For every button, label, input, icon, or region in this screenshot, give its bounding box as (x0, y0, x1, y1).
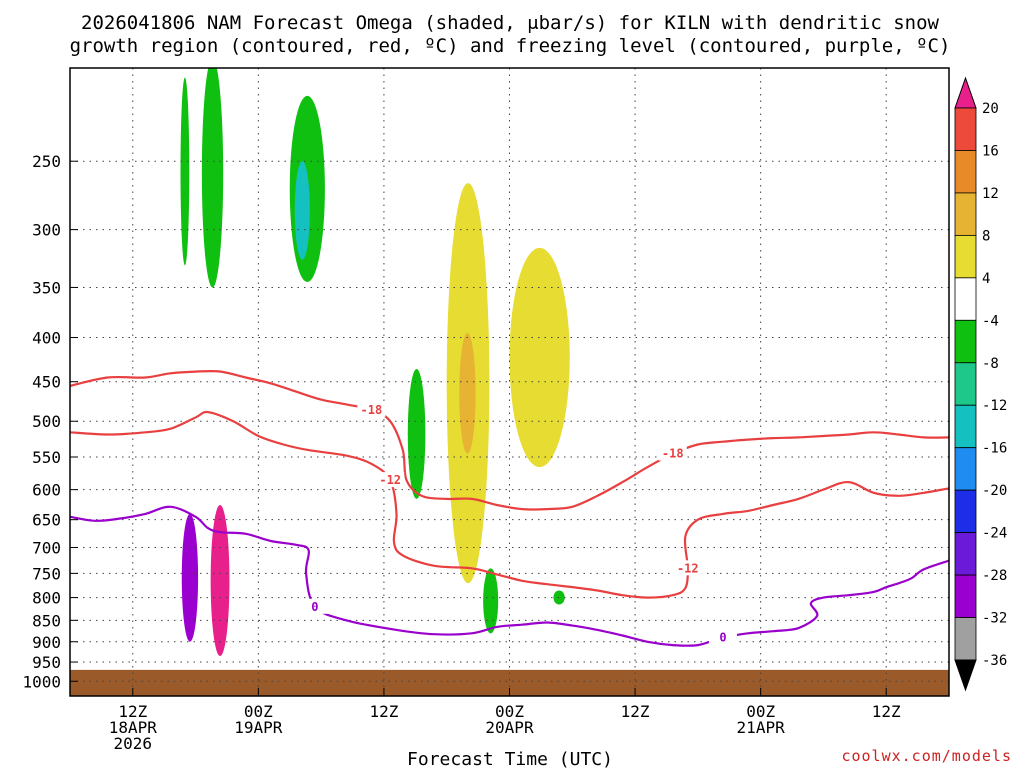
omega-region-6 (459, 332, 476, 454)
colorbar-label-14: -36 (982, 653, 1007, 669)
contour-label-2-2: -12 (677, 561, 699, 575)
x-tick-label-1-3: 2026 (114, 734, 153, 753)
y-tick-label-250: 250 (32, 152, 61, 171)
y-tick-label-900: 900 (32, 633, 61, 652)
colorbar-top-arrow (954, 76, 977, 109)
colorbar-label-4: 8 (982, 228, 990, 244)
contour-label-1-1: -18 (361, 403, 383, 417)
colorbar-label-3: 12 (982, 186, 999, 202)
omega-region-12 (553, 590, 565, 605)
y-tick-label-750: 750 (32, 564, 61, 583)
omega-region-1 (180, 77, 190, 266)
contour-label-3-1: 0 (311, 600, 318, 614)
contour-label-3-2: 0 (719, 631, 726, 645)
colorbar-label-11: -24 (982, 526, 1007, 542)
y-tick-label-650: 650 (32, 511, 61, 530)
chart-title-line-1: 2026041806 NAM Forecast Omega (shaded, μ… (81, 12, 939, 34)
x-tick-label-7-1: 12Z (872, 702, 901, 721)
colorbar-label-12: -28 (982, 568, 1007, 584)
colorbar-label-2: 16 (982, 143, 999, 159)
omega-shading (180, 68, 570, 657)
contour-label-bg-1-2 (658, 445, 687, 461)
x-axis-title: Forecast Time (UTC) (407, 749, 613, 768)
y-tick-label-950: 950 (32, 653, 61, 672)
colorbar-label-6: -4 (982, 313, 999, 329)
colorbar-swatch-2 (954, 150, 977, 194)
omega-region-7 (509, 247, 570, 468)
omega-region-9 (181, 513, 199, 642)
contour-0-line (70, 505, 949, 647)
colorbar-swatch-3 (954, 192, 977, 236)
x-tick-label-6-2: 21APR (737, 718, 786, 737)
contour-label-bg-3-1 (300, 598, 329, 614)
colorbar-swatch-7 (954, 362, 977, 406)
colorbar-swatch-5 (954, 277, 977, 321)
chart-title-line-2: growth region (contoured, red, ºC) and f… (70, 35, 951, 57)
colorbar-swatch-8 (954, 404, 977, 449)
x-tick-label-4-2: 20APR (485, 718, 534, 737)
x-tick-label-2-2: 19APR (234, 718, 283, 737)
omega-region-8 (407, 369, 426, 499)
colorbar-swatch-1 (954, 107, 977, 151)
x-tick-label-5-1: 12Z (621, 702, 650, 721)
y-tick-label-600: 600 (32, 481, 61, 500)
y-tick-label-400: 400 (32, 329, 61, 348)
y-tick-label-850: 850 (32, 611, 61, 630)
x-tick-label-1-1: 12Z (118, 702, 147, 721)
colorbar-swatch-12 (954, 574, 977, 618)
y-tick-label-500: 500 (32, 412, 61, 431)
omega-region-10 (210, 504, 230, 657)
contour-label-1-2: -18 (662, 447, 684, 461)
y-tick-label-700: 700 (32, 538, 61, 557)
contour-label-bg-1-1 (357, 401, 386, 417)
y-tick-label-350: 350 (32, 278, 61, 297)
colorbar-label-9: -16 (982, 441, 1007, 457)
x-tick-label-1-2: 18APR (109, 718, 158, 737)
contour-label-bg-2-1 (376, 472, 405, 488)
contour-minus18-line (70, 369, 949, 511)
y-tick-label-1000: 1000 (22, 672, 61, 691)
colorbar-swatch-10 (954, 489, 977, 534)
contour-label-2-1: -12 (379, 473, 401, 487)
colorbar-bottom-arrow (954, 659, 977, 692)
colorbar: 20 16 12 8 4 -4 -8 -12 -16 -20 -24 -28 -32 -36 (954, 76, 1007, 692)
x-tick-label-6-1: 00Z (746, 702, 775, 721)
y-tick-label-550: 550 (32, 448, 61, 467)
colorbar-label-10: -20 (982, 483, 1007, 499)
colorbar-swatch-6 (954, 319, 977, 364)
contour-label-bg-2-2 (673, 560, 702, 576)
contour-labels: -18 -18 -12 -12 0 0 (300, 401, 737, 645)
contours (70, 369, 949, 647)
colorbar-swatch-11 (954, 532, 977, 576)
colorbar-swatch-9 (954, 447, 977, 491)
colorbar-swatch-13 (954, 617, 977, 661)
x-tick-label-2-1: 00Z (244, 702, 273, 721)
colorbar-swatch-4 (954, 234, 977, 279)
y-tick-label-300: 300 (32, 221, 61, 240)
colorbar-label-1: 20 (982, 101, 999, 117)
grid (70, 68, 949, 696)
y-axis: 250 300 350 400 450 500 550 600 650 700 750 800 850 9… (22, 152, 78, 691)
omega-region-4 (294, 161, 310, 260)
colorbar-label-5: 4 (982, 271, 990, 287)
contour-label-bg-3-2 (708, 629, 737, 645)
omega-region-2 (201, 68, 224, 288)
y-tick-label-450: 450 (32, 373, 61, 392)
contour-minus12-line (70, 410, 949, 599)
credit-text: coolwx.com/models (841, 747, 1012, 765)
x-tick-label-3-1: 12Z (369, 702, 398, 721)
colorbar-label-8: -12 (982, 398, 1007, 414)
colorbar-label-7: -8 (982, 356, 999, 372)
omega-region-11 (483, 568, 499, 634)
colorbar-label-13: -32 (982, 611, 1007, 627)
x-tick-label-4-1: 00Z (495, 702, 524, 721)
y-tick-label-800: 800 (32, 589, 61, 608)
